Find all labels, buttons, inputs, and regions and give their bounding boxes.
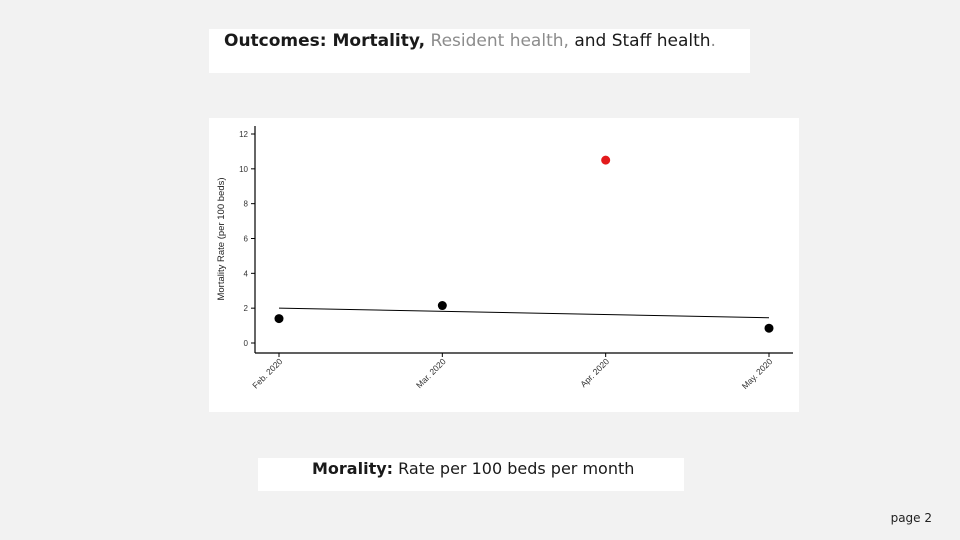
y-axis-label: Mortality Rate (per 100 beds)	[216, 177, 227, 300]
caption: Morality: Rate per 100 beds per month	[258, 458, 684, 491]
title-gray: Resident health,	[430, 31, 569, 51]
y-tick-label: 6	[244, 235, 249, 244]
title-bold: Outcomes: Mortality,	[224, 31, 426, 51]
chart-panel: 0 2 4 6 8 10 12 Feb. 2020 Mar. 2020 Apr. 2020 May…	[209, 118, 799, 412]
x-tick-label: Apr. 2020	[578, 356, 611, 389]
page-number: page 2	[890, 511, 932, 525]
y-tick-label: 12	[239, 130, 248, 139]
trend-line	[278, 307, 770, 319]
title-rest: and Staff health	[574, 31, 711, 51]
data-point	[764, 323, 774, 333]
data-point	[274, 314, 284, 324]
y-tick-label: 10	[239, 165, 248, 174]
title-end: .	[710, 31, 716, 51]
slide-title: Outcomes: Mortality, Resident health, an…	[209, 29, 750, 73]
y-tick-label: 0	[244, 339, 249, 348]
data-point	[601, 155, 611, 165]
x-tick-label: Feb. 2020	[250, 356, 284, 390]
data-point	[437, 301, 447, 311]
y-tick-label: 8	[244, 200, 249, 209]
mortality-chart: 0 2 4 6 8 10 12 Feb. 2020 Mar. 2020 Apr. 2020 May…	[216, 126, 793, 391]
caption-rest: Rate per 100 beds per month	[398, 459, 635, 478]
y-tick-label: 4	[244, 269, 249, 278]
caption-bold: Morality:	[312, 459, 394, 478]
x-tick-label: Mar. 2020	[414, 356, 448, 390]
y-tick-label: 2	[244, 304, 249, 313]
x-tick-label: May. 2020	[740, 356, 775, 391]
